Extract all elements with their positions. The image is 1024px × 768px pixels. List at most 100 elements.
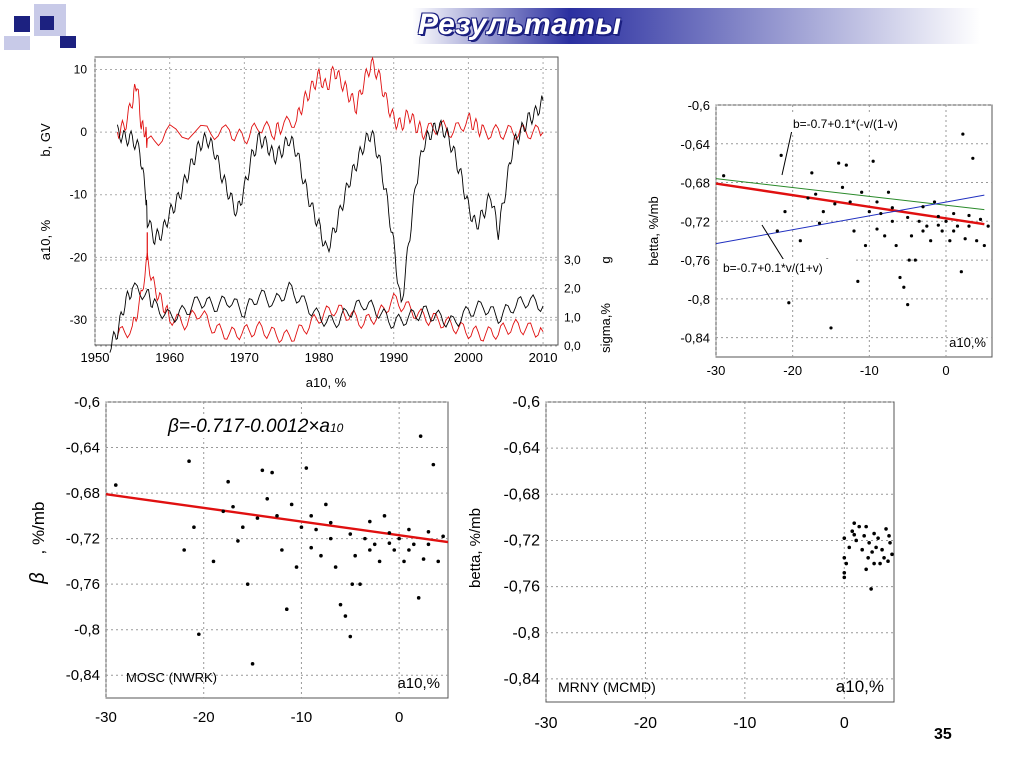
corner-square-navy-1	[14, 16, 30, 32]
scatter-point	[870, 550, 874, 554]
scatter-point	[955, 224, 960, 228]
scatter-point	[886, 190, 891, 194]
scatter-mosc-ylabel-symbol: β	[27, 572, 49, 584]
scatter-point	[829, 326, 833, 330]
scatter-x-tick-label: -10	[291, 709, 313, 726]
scatter-point	[226, 479, 230, 484]
annotation-green-pointer	[781, 129, 793, 176]
scatter-point	[888, 540, 892, 545]
scatter-point	[886, 559, 890, 564]
scatter-point	[412, 542, 416, 547]
scatter-point	[421, 557, 426, 561]
timeseries-series-line	[116, 95, 544, 304]
scatter-point	[856, 279, 860, 283]
scatter-point	[852, 521, 857, 525]
timeseries-right-tick-label: 1,0	[564, 310, 581, 324]
scatter-y-tick-label: -0,68	[680, 176, 710, 191]
scatter-point	[872, 531, 876, 536]
scatter-point	[917, 219, 921, 223]
scatter-point	[387, 531, 392, 535]
scatter-point	[348, 532, 353, 536]
scatter-point	[275, 514, 279, 518]
scatter-point	[907, 258, 911, 262]
scatter-point	[913, 258, 917, 262]
scatter-y-tick-label: -0,84	[680, 331, 710, 346]
scatter-point	[197, 632, 201, 637]
scatter-point	[880, 547, 884, 552]
scatter-point	[182, 548, 186, 552]
timeseries-x-ticks: 1950 1960 1970 1980 1990 2000 2010	[81, 350, 558, 365]
scatter-point	[338, 602, 343, 607]
scatter-x-tick-label: 0	[942, 363, 949, 378]
scatter-point	[348, 634, 353, 639]
scatter-point	[806, 196, 810, 200]
scatter-point	[842, 575, 847, 580]
scatter-point	[876, 536, 880, 540]
scatter-point	[113, 483, 118, 487]
scatter-point	[192, 525, 196, 530]
scatter-point	[221, 509, 226, 514]
scatter-point	[852, 229, 856, 233]
scatter-point	[358, 582, 362, 586]
scatter-point	[441, 534, 445, 539]
scatter-point	[902, 285, 906, 289]
scatter-point	[289, 502, 294, 507]
scatter-point	[982, 243, 986, 248]
scatter-point	[814, 192, 818, 196]
slide-number: 35	[934, 726, 952, 743]
scatter-point	[863, 243, 868, 248]
scatter-point	[255, 516, 260, 520]
scatter-x-tick-label: -10	[733, 715, 756, 732]
scatter-point	[426, 542, 431, 547]
scatter-point	[382, 514, 387, 518]
scatter-point	[978, 217, 983, 221]
scatter-point	[833, 202, 837, 206]
scatter-y-tick-label: -0,84	[504, 671, 541, 688]
title-gradient-bar	[150, 8, 1024, 44]
scatter-point	[328, 520, 333, 525]
scatter-point	[837, 161, 841, 165]
scatter-y-tick-label: -0,76	[504, 579, 541, 596]
scatter-point	[890, 552, 894, 557]
scatter-top-lines	[715, 178, 985, 245]
scatter-mrny-x-ticks: -30 -20 -10 0	[534, 715, 848, 732]
scatter-y-tick-label: -0,64	[66, 440, 100, 457]
scatter-y-tick-label: -0,8	[688, 292, 710, 307]
scatter-top-points	[722, 132, 990, 330]
scatter-point	[363, 536, 367, 541]
scatter-point	[319, 553, 323, 558]
scatter-top-ylabel: betta, %/mb	[646, 196, 661, 265]
scatter-fit-line	[105, 493, 449, 544]
scatter-point	[898, 275, 902, 280]
scatter-y-tick-label: -0,6	[74, 394, 100, 411]
scatter-point	[211, 559, 216, 564]
scatter-x-tick-label: 0	[395, 709, 403, 726]
scatter-point	[798, 239, 802, 243]
scatter-point	[929, 239, 933, 243]
timeseries-y-tick-label: 0	[80, 125, 87, 139]
scatter-point	[967, 213, 971, 218]
scatter-x-tick-label: -20	[193, 709, 215, 726]
scatter-point	[850, 529, 855, 534]
scatter-point	[875, 200, 879, 204]
timeseries-y-tick-label: 10	[74, 63, 88, 77]
scatter-point	[925, 224, 929, 228]
scatter-point	[932, 200, 937, 204]
scatter-top-chart: -30 -20 -10 0 -0,6-0,64-0,68-0,72-0,76-0,8-…	[646, 98, 993, 378]
scatter-mosc-corner-label: a10,%	[397, 675, 440, 692]
scatter-point	[314, 527, 318, 532]
timeseries-series-line	[116, 56, 544, 148]
scatter-x-tick-label: -30	[534, 715, 557, 732]
scatter-x-tick-label: -30	[707, 363, 726, 378]
scatter-top-y-ticks: -0,6 -0,64 -0,68 -0,72 -0,76 -0,8 -0,84	[680, 98, 710, 346]
timeseries-y-tick-label: -30	[70, 313, 88, 327]
scatter-point	[864, 524, 868, 529]
scatter-point	[284, 607, 289, 611]
scatter-y-tick-label: -0,64	[680, 137, 710, 152]
timeseries-ylabel-bottom: a10, %	[38, 219, 53, 260]
scatter-point	[245, 582, 250, 586]
scatter-mosc-lines	[105, 493, 449, 544]
scatter-point	[842, 555, 847, 560]
scatter-point	[872, 561, 876, 566]
scatter-point	[882, 555, 886, 560]
